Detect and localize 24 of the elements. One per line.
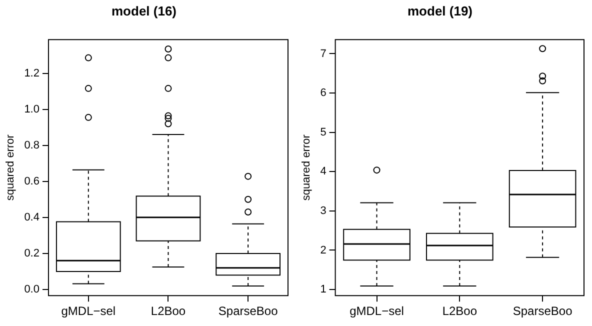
chart-title: model (19): [407, 3, 473, 18]
y-tick-label: 4: [320, 166, 326, 178]
x-tick-label: L2Boo: [442, 304, 478, 318]
y-tick-label: 0.6: [24, 175, 40, 188]
x-tick-label: L2Boo: [150, 304, 186, 318]
y-tick-label: 5: [320, 126, 326, 138]
y-axis-title: squared error: [300, 134, 313, 201]
y-tick-label: 0.0: [24, 284, 40, 296]
chart-title: model (16): [111, 3, 177, 18]
y-tick-label: 6: [320, 87, 326, 100]
x-tick-label: gMDL−sel: [350, 304, 404, 318]
y-tick-label: 0.2: [24, 247, 40, 260]
y-tick-label: 0.8: [24, 139, 40, 152]
x-tick-label: gMDL−sel: [61, 304, 116, 318]
y-tick-label: 0.4: [24, 211, 40, 224]
y-tick-label: 1.0: [24, 103, 40, 116]
y-tick-label: 1.2: [24, 67, 40, 80]
y-tick-label: 2: [320, 244, 326, 256]
y-axis-title: squared error: [4, 134, 17, 201]
y-tick-label: 1: [320, 284, 326, 296]
y-tick-label: 7: [320, 48, 326, 60]
x-tick-label: SparseBoo: [512, 304, 573, 318]
y-tick-label: 3: [320, 204, 326, 217]
x-tick-label: SparseBoo: [218, 304, 278, 318]
